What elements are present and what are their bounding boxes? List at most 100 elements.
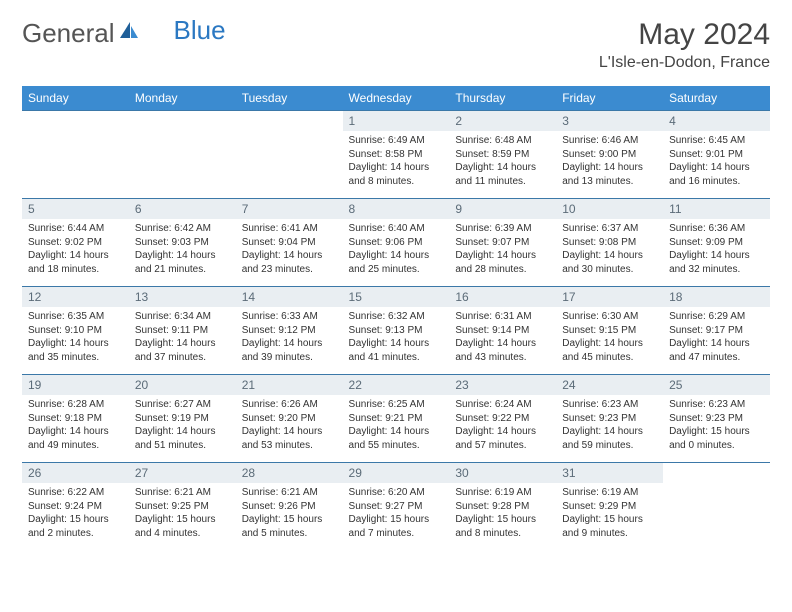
calendar-day-cell xyxy=(663,463,770,551)
sunrise-text: Sunrise: 6:39 AM xyxy=(455,222,550,236)
daylight-text: Daylight: 15 hours and 5 minutes. xyxy=(242,513,337,540)
calendar-day-cell: 24Sunrise: 6:23 AMSunset: 9:23 PMDayligh… xyxy=(556,375,663,463)
day-details: Sunrise: 6:39 AMSunset: 9:07 PMDaylight:… xyxy=(449,219,556,279)
sunrise-text: Sunrise: 6:42 AM xyxy=(135,222,230,236)
daylight-text: Daylight: 14 hours and 30 minutes. xyxy=(562,249,657,276)
day-details: Sunrise: 6:31 AMSunset: 9:14 PMDaylight:… xyxy=(449,307,556,367)
weekday-header-row: SundayMondayTuesdayWednesdayThursdayFrid… xyxy=(22,86,770,111)
sunrise-text: Sunrise: 6:40 AM xyxy=(349,222,444,236)
sunset-text: Sunset: 9:01 PM xyxy=(669,148,764,162)
day-number: 12 xyxy=(22,287,129,307)
day-number: 30 xyxy=(449,463,556,483)
sunrise-text: Sunrise: 6:31 AM xyxy=(455,310,550,324)
calendar-day-cell: 8Sunrise: 6:40 AMSunset: 9:06 PMDaylight… xyxy=(343,199,450,287)
day-number: 21 xyxy=(236,375,343,395)
daylight-text: Daylight: 15 hours and 9 minutes. xyxy=(562,513,657,540)
day-number: 15 xyxy=(343,287,450,307)
sunrise-text: Sunrise: 6:19 AM xyxy=(562,486,657,500)
sunrise-text: Sunrise: 6:19 AM xyxy=(455,486,550,500)
day-details: Sunrise: 6:49 AMSunset: 8:58 PMDaylight:… xyxy=(343,131,450,191)
calendar-week-row: 1Sunrise: 6:49 AMSunset: 8:58 PMDaylight… xyxy=(22,111,770,199)
day-number: 1 xyxy=(343,111,450,131)
sunset-text: Sunset: 9:10 PM xyxy=(28,324,123,338)
day-number: 23 xyxy=(449,375,556,395)
day-details: Sunrise: 6:30 AMSunset: 9:15 PMDaylight:… xyxy=(556,307,663,367)
daylight-text: Daylight: 14 hours and 25 minutes. xyxy=(349,249,444,276)
day-number: 2 xyxy=(449,111,556,131)
day-details: Sunrise: 6:25 AMSunset: 9:21 PMDaylight:… xyxy=(343,395,450,455)
day-number: 28 xyxy=(236,463,343,483)
daylight-text: Daylight: 14 hours and 41 minutes. xyxy=(349,337,444,364)
day-number: 11 xyxy=(663,199,770,219)
sunrise-text: Sunrise: 6:23 AM xyxy=(562,398,657,412)
sunrise-text: Sunrise: 6:23 AM xyxy=(669,398,764,412)
sunrise-text: Sunrise: 6:29 AM xyxy=(669,310,764,324)
daylight-text: Daylight: 14 hours and 21 minutes. xyxy=(135,249,230,276)
day-details: Sunrise: 6:40 AMSunset: 9:06 PMDaylight:… xyxy=(343,219,450,279)
calendar-day-cell xyxy=(22,111,129,199)
calendar-day-cell: 26Sunrise: 6:22 AMSunset: 9:24 PMDayligh… xyxy=(22,463,129,551)
title-block: May 2024 L'Isle-en-Dodon, France xyxy=(599,18,770,72)
day-details: Sunrise: 6:37 AMSunset: 9:08 PMDaylight:… xyxy=(556,219,663,279)
daylight-text: Daylight: 14 hours and 49 minutes. xyxy=(28,425,123,452)
calendar-day-cell: 19Sunrise: 6:28 AMSunset: 9:18 PMDayligh… xyxy=(22,375,129,463)
day-details: Sunrise: 6:22 AMSunset: 9:24 PMDaylight:… xyxy=(22,483,129,543)
day-number: 10 xyxy=(556,199,663,219)
day-details: Sunrise: 6:46 AMSunset: 9:00 PMDaylight:… xyxy=(556,131,663,191)
day-details: Sunrise: 6:33 AMSunset: 9:12 PMDaylight:… xyxy=(236,307,343,367)
daylight-text: Daylight: 14 hours and 57 minutes. xyxy=(455,425,550,452)
sunset-text: Sunset: 9:20 PM xyxy=(242,412,337,426)
sunrise-text: Sunrise: 6:45 AM xyxy=(669,134,764,148)
calendar-week-row: 26Sunrise: 6:22 AMSunset: 9:24 PMDayligh… xyxy=(22,463,770,551)
sunset-text: Sunset: 9:13 PM xyxy=(349,324,444,338)
sunset-text: Sunset: 9:00 PM xyxy=(562,148,657,162)
day-details: Sunrise: 6:23 AMSunset: 9:23 PMDaylight:… xyxy=(556,395,663,455)
calendar-day-cell: 4Sunrise: 6:45 AMSunset: 9:01 PMDaylight… xyxy=(663,111,770,199)
day-details: Sunrise: 6:45 AMSunset: 9:01 PMDaylight:… xyxy=(663,131,770,191)
sunset-text: Sunset: 9:08 PM xyxy=(562,236,657,250)
day-details: Sunrise: 6:27 AMSunset: 9:19 PMDaylight:… xyxy=(129,395,236,455)
calendar-day-cell xyxy=(129,111,236,199)
daylight-text: Daylight: 14 hours and 45 minutes. xyxy=(562,337,657,364)
sunrise-text: Sunrise: 6:22 AM xyxy=(28,486,123,500)
sunset-text: Sunset: 9:04 PM xyxy=(242,236,337,250)
weekday-header: Sunday xyxy=(22,86,129,111)
calendar-day-cell: 31Sunrise: 6:19 AMSunset: 9:29 PMDayligh… xyxy=(556,463,663,551)
sunrise-text: Sunrise: 6:21 AM xyxy=(242,486,337,500)
sunset-text: Sunset: 9:07 PM xyxy=(455,236,550,250)
sunset-text: Sunset: 8:58 PM xyxy=(349,148,444,162)
calendar-day-cell: 28Sunrise: 6:21 AMSunset: 9:26 PMDayligh… xyxy=(236,463,343,551)
day-number: 7 xyxy=(236,199,343,219)
day-details: Sunrise: 6:42 AMSunset: 9:03 PMDaylight:… xyxy=(129,219,236,279)
calendar-day-cell: 9Sunrise: 6:39 AMSunset: 9:07 PMDaylight… xyxy=(449,199,556,287)
sunrise-text: Sunrise: 6:34 AM xyxy=(135,310,230,324)
page-title: May 2024 xyxy=(599,18,770,52)
sunset-text: Sunset: 9:29 PM xyxy=(562,500,657,514)
day-number: 29 xyxy=(343,463,450,483)
day-details: Sunrise: 6:44 AMSunset: 9:02 PMDaylight:… xyxy=(22,219,129,279)
sunset-text: Sunset: 9:27 PM xyxy=(349,500,444,514)
daylight-text: Daylight: 15 hours and 2 minutes. xyxy=(28,513,123,540)
daylight-text: Daylight: 14 hours and 37 minutes. xyxy=(135,337,230,364)
weekday-header: Thursday xyxy=(449,86,556,111)
day-details: Sunrise: 6:19 AMSunset: 9:28 PMDaylight:… xyxy=(449,483,556,543)
calendar-day-cell: 22Sunrise: 6:25 AMSunset: 9:21 PMDayligh… xyxy=(343,375,450,463)
daylight-text: Daylight: 14 hours and 28 minutes. xyxy=(455,249,550,276)
day-details: Sunrise: 6:21 AMSunset: 9:26 PMDaylight:… xyxy=(236,483,343,543)
sunset-text: Sunset: 9:15 PM xyxy=(562,324,657,338)
day-number: 13 xyxy=(129,287,236,307)
sunset-text: Sunset: 9:02 PM xyxy=(28,236,123,250)
day-number: 4 xyxy=(663,111,770,131)
calendar-day-cell: 16Sunrise: 6:31 AMSunset: 9:14 PMDayligh… xyxy=(449,287,556,375)
day-number: 25 xyxy=(663,375,770,395)
sunset-text: Sunset: 9:09 PM xyxy=(669,236,764,250)
day-details: Sunrise: 6:20 AMSunset: 9:27 PMDaylight:… xyxy=(343,483,450,543)
daylight-text: Daylight: 15 hours and 7 minutes. xyxy=(349,513,444,540)
sunrise-text: Sunrise: 6:25 AM xyxy=(349,398,444,412)
daylight-text: Daylight: 14 hours and 23 minutes. xyxy=(242,249,337,276)
daylight-text: Daylight: 15 hours and 8 minutes. xyxy=(455,513,550,540)
calendar-day-cell: 10Sunrise: 6:37 AMSunset: 9:08 PMDayligh… xyxy=(556,199,663,287)
daylight-text: Daylight: 15 hours and 4 minutes. xyxy=(135,513,230,540)
calendar-day-cell: 7Sunrise: 6:41 AMSunset: 9:04 PMDaylight… xyxy=(236,199,343,287)
day-number: 8 xyxy=(343,199,450,219)
